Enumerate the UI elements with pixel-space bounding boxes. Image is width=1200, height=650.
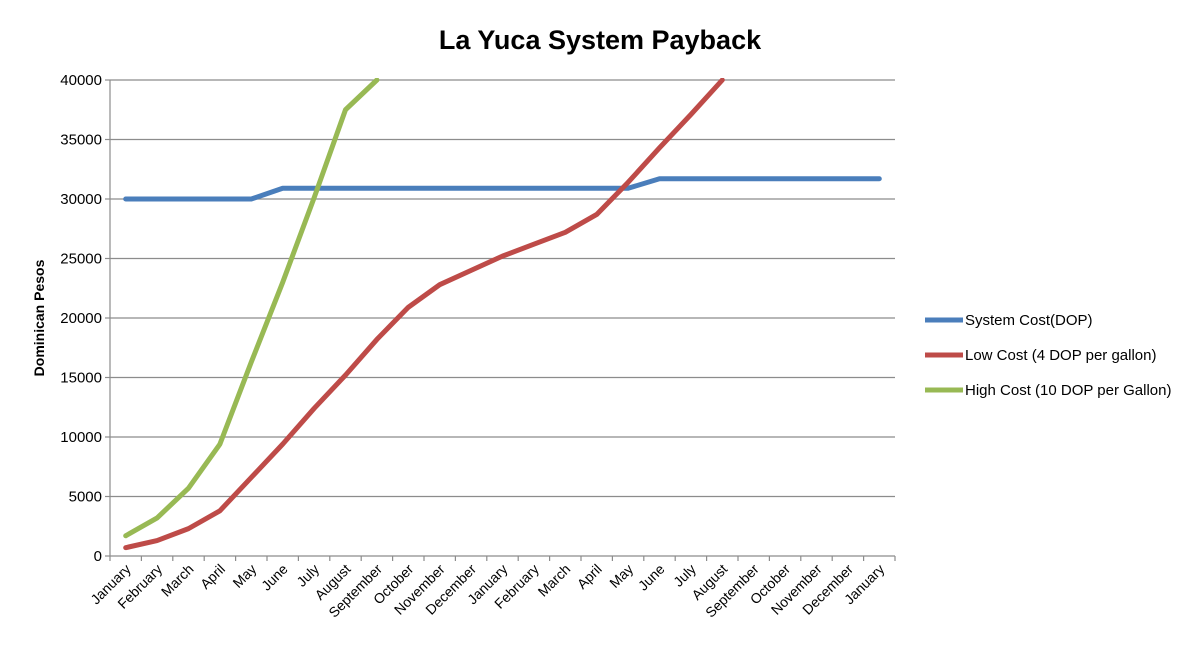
chart-title: La Yuca System Payback	[439, 25, 762, 55]
y-tick-label: 20000	[60, 310, 102, 327]
y-tick-labels: 0 5000 10000 15000 20000 25000 30000 35000 40000	[60, 72, 102, 565]
x-tick-label: June	[258, 561, 291, 594]
legend-label-2: Low Cost (4 DOP per gallon)	[965, 347, 1156, 364]
y-tick-label: 30000	[60, 191, 102, 208]
x-tick-label: June	[635, 561, 668, 594]
x-tick-label: April	[574, 561, 605, 592]
x-tick-label: March	[158, 561, 197, 600]
y-tick-label: 25000	[60, 251, 102, 268]
y-tick-label: 40000	[60, 72, 102, 89]
series-line-3	[123, 78, 380, 539]
y-tick-label: 0	[94, 548, 102, 565]
series-line-2	[123, 78, 725, 551]
legend-label-1: System Cost(DOP)	[965, 312, 1093, 329]
y-tick-label: 10000	[60, 429, 102, 446]
x-tick-label: April	[197, 561, 228, 592]
y-tick-label: 15000	[60, 370, 102, 387]
legend: System Cost(DOP) Low Cost (4 DOP per gall…	[925, 312, 1171, 399]
series-line-1	[123, 176, 882, 202]
gridlines	[105, 79, 896, 561]
legend-label-3: High Cost (10 DOP per Gallon)	[965, 382, 1171, 399]
y-tick-label: 35000	[60, 132, 102, 149]
x-tick-label: March	[535, 561, 574, 600]
x-tick-label: May	[229, 561, 259, 591]
y-axis-label: Dominican Pesos	[31, 259, 47, 376]
y-tick-label: 5000	[69, 489, 102, 506]
series-lines	[123, 78, 882, 551]
x-tick-label: May	[606, 561, 636, 591]
